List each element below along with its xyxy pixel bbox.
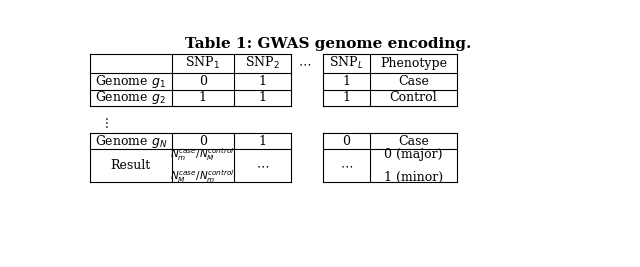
Text: .: .	[106, 110, 109, 123]
Text: SNP$_1$: SNP$_1$	[186, 55, 220, 72]
Text: 0: 0	[199, 75, 207, 88]
Text: $N_m^{case}/N_M^{control}$: $N_m^{case}/N_M^{control}$	[170, 146, 235, 163]
Text: Case: Case	[398, 135, 429, 147]
Text: .: .	[106, 118, 109, 131]
Text: .: .	[106, 114, 109, 127]
Text: 0 (major): 0 (major)	[384, 148, 443, 161]
Text: Table 1: GWAS genome encoding.: Table 1: GWAS genome encoding.	[185, 37, 471, 51]
Text: SNP$_2$: SNP$_2$	[245, 55, 280, 72]
Text: $\cdots$: $\cdots$	[298, 57, 311, 70]
Text: 1: 1	[259, 75, 266, 88]
Text: 1: 1	[342, 91, 351, 104]
Text: SNP$_L$: SNP$_L$	[330, 55, 364, 72]
Text: $N_M^{case}/N_m^{control}$: $N_M^{case}/N_m^{control}$	[170, 168, 235, 185]
Text: Result: Result	[111, 159, 151, 172]
Text: 0: 0	[199, 135, 207, 147]
Text: 1: 1	[259, 135, 266, 147]
Text: 0: 0	[342, 135, 351, 147]
Text: 1: 1	[199, 91, 207, 104]
Text: Phenotype: Phenotype	[380, 57, 447, 70]
Text: Genome $g_N$: Genome $g_N$	[95, 132, 167, 150]
Text: Control: Control	[390, 91, 437, 104]
Text: 1: 1	[259, 91, 266, 104]
Text: 1: 1	[342, 75, 351, 88]
Text: Case: Case	[398, 75, 429, 88]
Text: $\cdots$: $\cdots$	[256, 159, 269, 172]
Text: Genome $g_2$: Genome $g_2$	[95, 89, 166, 106]
Text: Genome $g_1$: Genome $g_1$	[95, 73, 166, 90]
Text: 1 (minor): 1 (minor)	[384, 171, 443, 183]
Text: $\cdots$: $\cdots$	[340, 159, 353, 172]
